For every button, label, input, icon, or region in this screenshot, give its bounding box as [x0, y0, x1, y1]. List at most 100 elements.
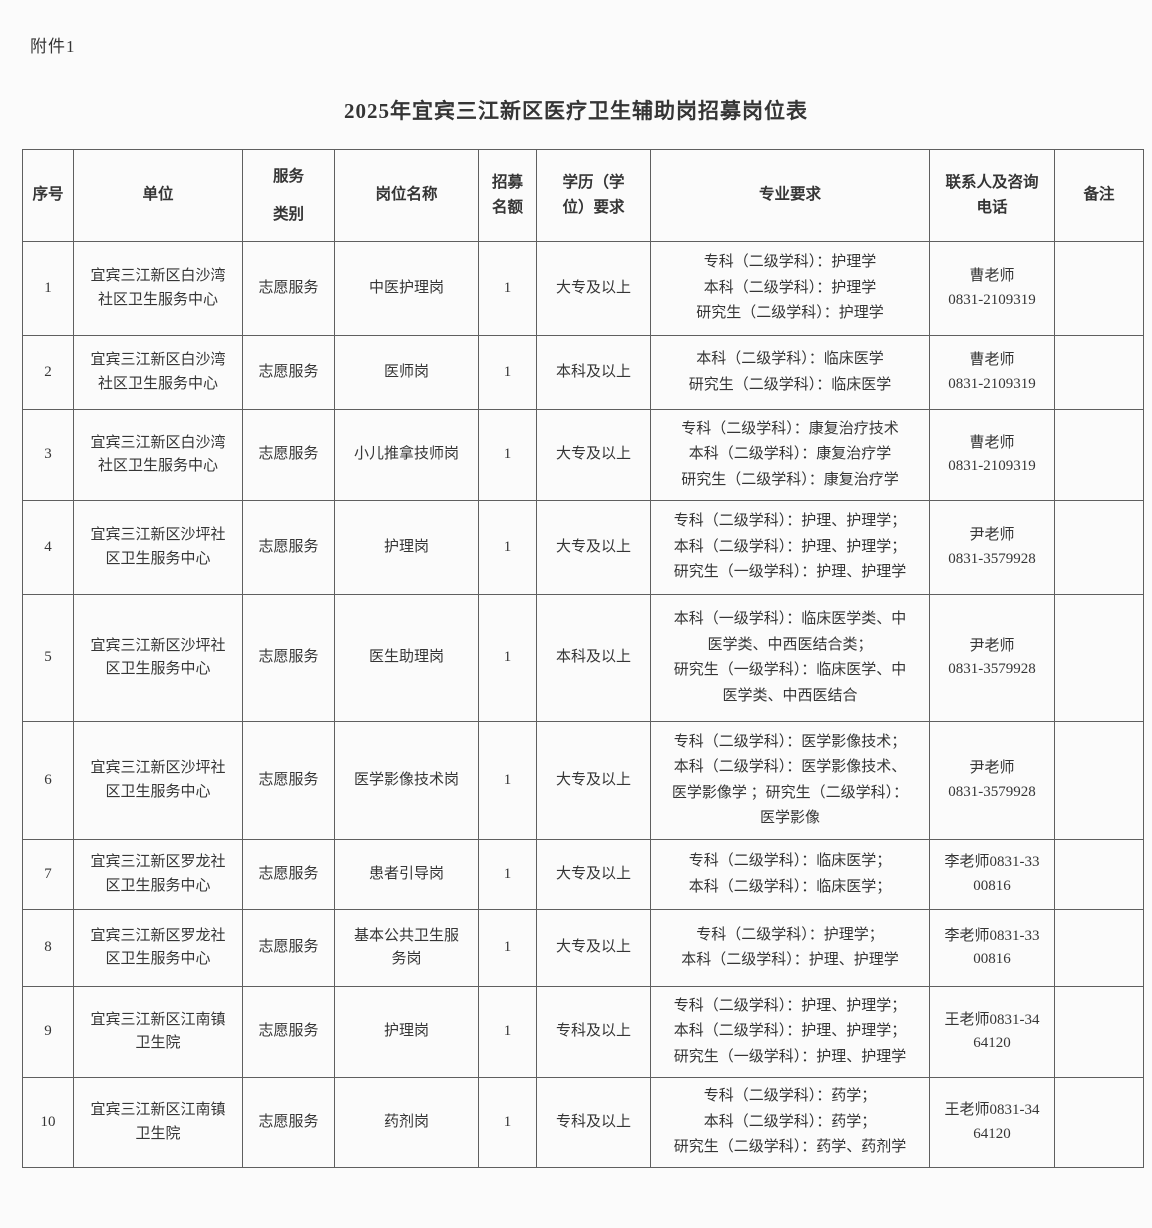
cell-education: 大专及以上: [536, 839, 651, 910]
cell-position: 基本公共卫生服 务岗: [334, 909, 479, 987]
cell-position: 医学影像技术岗: [334, 721, 479, 840]
cell-no: 3: [22, 409, 74, 501]
cell-contact: 曹老师 0831-2109319: [929, 335, 1055, 410]
cell-major: 专科（二级学科）：护理、护理学； 本科（二级学科）：护理、护理学； 研究生（一级…: [650, 500, 930, 595]
cell-contact: 尹老师 0831-3579928: [929, 721, 1055, 840]
cell-education: 大专及以上: [536, 500, 651, 595]
table-row: 4 宜宾三江新区沙坪社 区卫生服务中心 志愿服务 护理岗 1 大专及以上 专科（…: [22, 500, 1144, 595]
table-row: 5 宜宾三江新区沙坪社 区卫生服务中心 志愿服务 医生助理岗 1 本科及以上 本…: [22, 594, 1144, 722]
cell-major: 专科（二级学科）：临床医学； 本科（二级学科）：临床医学；: [650, 839, 930, 910]
cell-major: 专科（二级学科）：药学； 本科（二级学科）：药学； 研究生（二级学科）：药学、药…: [650, 1077, 930, 1168]
cell-category: 志愿服务: [242, 1077, 335, 1168]
cell-position: 护理岗: [334, 986, 479, 1078]
cell-contact: 李老师0831-33 00816: [929, 839, 1055, 910]
cell-unit: 宜宾三江新区江南镇 卫生院: [73, 986, 243, 1078]
cell-remark: [1054, 839, 1144, 910]
cell-unit: 宜宾三江新区沙坪社 区卫生服务中心: [73, 721, 243, 840]
cell-major: 本科（一级学科）：临床医学类、中 医学类、中西医结合类； 研究生（一级学科）：临…: [650, 594, 930, 722]
cell-position: 医生助理岗: [334, 594, 479, 722]
cell-contact: 王老师0831-34 64120: [929, 986, 1055, 1078]
cell-remark: [1054, 909, 1144, 987]
cell-major: 本科（二级学科）：临床医学 研究生（二级学科）：临床医学: [650, 335, 930, 410]
cell-category: 志愿服务: [242, 241, 335, 336]
cell-no: 4: [22, 500, 74, 595]
table-row: 7 宜宾三江新区罗龙社 区卫生服务中心 志愿服务 患者引导岗 1 大专及以上 专…: [22, 839, 1144, 910]
cell-position: 中医护理岗: [334, 241, 479, 336]
cell-major: 专科（二级学科）：医学影像技术； 本科（二级学科）：医学影像技术、 医学影像学 …: [650, 721, 930, 840]
cell-education: 本科及以上: [536, 335, 651, 410]
recruitment-table: 序号 单位 服务 类别 岗位名称 招募 名额 学历（学 位）要求 专业要求 联系…: [22, 149, 1144, 1168]
cell-category: 志愿服务: [242, 721, 335, 840]
cell-quota: 1: [478, 241, 537, 336]
cell-contact: 尹老师 0831-3579928: [929, 594, 1055, 722]
table-row: 1 宜宾三江新区白沙湾 社区卫生服务中心 志愿服务 中医护理岗 1 大专及以上 …: [22, 241, 1144, 336]
table-row: 8 宜宾三江新区罗龙社 区卫生服务中心 志愿服务 基本公共卫生服 务岗 1 大专…: [22, 909, 1144, 987]
cell-education: 大专及以上: [536, 721, 651, 840]
cell-category: 志愿服务: [242, 594, 335, 722]
cell-category: 志愿服务: [242, 335, 335, 410]
cell-category: 志愿服务: [242, 986, 335, 1078]
header-contact: 联系人及咨询 电话: [929, 149, 1055, 242]
cell-position: 护理岗: [334, 500, 479, 595]
header-category: 服务 类别: [242, 149, 335, 242]
cell-unit: 宜宾三江新区罗龙社 区卫生服务中心: [73, 839, 243, 910]
cell-position: 药剂岗: [334, 1077, 479, 1168]
cell-quota: 1: [478, 335, 537, 410]
cell-education: 大专及以上: [536, 241, 651, 336]
table-row: 10 宜宾三江新区江南镇 卫生院 志愿服务 药剂岗 1 专科及以上 专科（二级学…: [22, 1077, 1144, 1168]
cell-category: 志愿服务: [242, 839, 335, 910]
table-header-row: 序号 单位 服务 类别 岗位名称 招募 名额 学历（学 位）要求 专业要求 联系…: [22, 149, 1144, 242]
cell-no: 1: [22, 241, 74, 336]
cell-contact: 尹老师 0831-3579928: [929, 500, 1055, 595]
cell-category: 志愿服务: [242, 500, 335, 595]
table-row: 6 宜宾三江新区沙坪社 区卫生服务中心 志愿服务 医学影像技术岗 1 大专及以上…: [22, 721, 1144, 840]
cell-unit: 宜宾三江新区沙坪社 区卫生服务中心: [73, 500, 243, 595]
header-quota: 招募 名额: [478, 149, 537, 242]
cell-quota: 1: [478, 721, 537, 840]
cell-education: 专科及以上: [536, 1077, 651, 1168]
cell-remark: [1054, 500, 1144, 595]
cell-contact: 曹老师 0831-2109319: [929, 409, 1055, 501]
header-position: 岗位名称: [334, 149, 479, 242]
cell-remark: [1054, 335, 1144, 410]
cell-education: 大专及以上: [536, 409, 651, 501]
cell-contact: 李老师0831-33 00816: [929, 909, 1055, 987]
cell-unit: 宜宾三江新区罗龙社 区卫生服务中心: [73, 909, 243, 987]
cell-quota: 1: [478, 986, 537, 1078]
header-remark: 备注: [1054, 149, 1144, 242]
attachment-label: 附件1: [30, 37, 76, 56]
cell-no: 7: [22, 839, 74, 910]
table-row: 2 宜宾三江新区白沙湾 社区卫生服务中心 志愿服务 医师岗 1 本科及以上 本科…: [22, 335, 1144, 410]
cell-no: 5: [22, 594, 74, 722]
table-row: 3 宜宾三江新区白沙湾 社区卫生服务中心 志愿服务 小儿推拿技师岗 1 大专及以…: [22, 409, 1144, 501]
cell-remark: [1054, 986, 1144, 1078]
cell-education: 大专及以上: [536, 909, 651, 987]
cell-no: 9: [22, 986, 74, 1078]
cell-quota: 1: [478, 839, 537, 910]
cell-remark: [1054, 409, 1144, 501]
cell-no: 10: [22, 1077, 74, 1168]
cell-no: 2: [22, 335, 74, 410]
cell-remark: [1054, 721, 1144, 840]
cell-quota: 1: [478, 909, 537, 987]
header-education: 学历（学 位）要求: [536, 149, 651, 242]
cell-quota: 1: [478, 500, 537, 595]
cell-quota: 1: [478, 594, 537, 722]
cell-position: 患者引导岗: [334, 839, 479, 910]
cell-unit: 宜宾三江新区江南镇 卫生院: [73, 1077, 243, 1168]
header-unit: 单位: [73, 149, 243, 242]
table-row: 9 宜宾三江新区江南镇 卫生院 志愿服务 护理岗 1 专科及以上 专科（二级学科…: [22, 986, 1144, 1078]
cell-major: 专科（二级学科）：护理、护理学； 本科（二级学科）：护理、护理学； 研究生（一级…: [650, 986, 930, 1078]
cell-unit: 宜宾三江新区沙坪社 区卫生服务中心: [73, 594, 243, 722]
cell-category: 志愿服务: [242, 409, 335, 501]
cell-remark: [1054, 241, 1144, 336]
cell-no: 8: [22, 909, 74, 987]
page-title: 2025年宜宾三江新区医疗卫生辅助岗招募岗位表: [344, 99, 808, 123]
cell-education: 本科及以上: [536, 594, 651, 722]
cell-unit: 宜宾三江新区白沙湾 社区卫生服务中心: [73, 335, 243, 410]
cell-remark: [1054, 594, 1144, 722]
cell-contact: 曹老师 0831-2109319: [929, 241, 1055, 336]
header-no: 序号: [22, 149, 74, 242]
cell-position: 医师岗: [334, 335, 479, 410]
cell-major: 专科（二级学科）：护理学； 本科（二级学科）：护理、护理学: [650, 909, 930, 987]
